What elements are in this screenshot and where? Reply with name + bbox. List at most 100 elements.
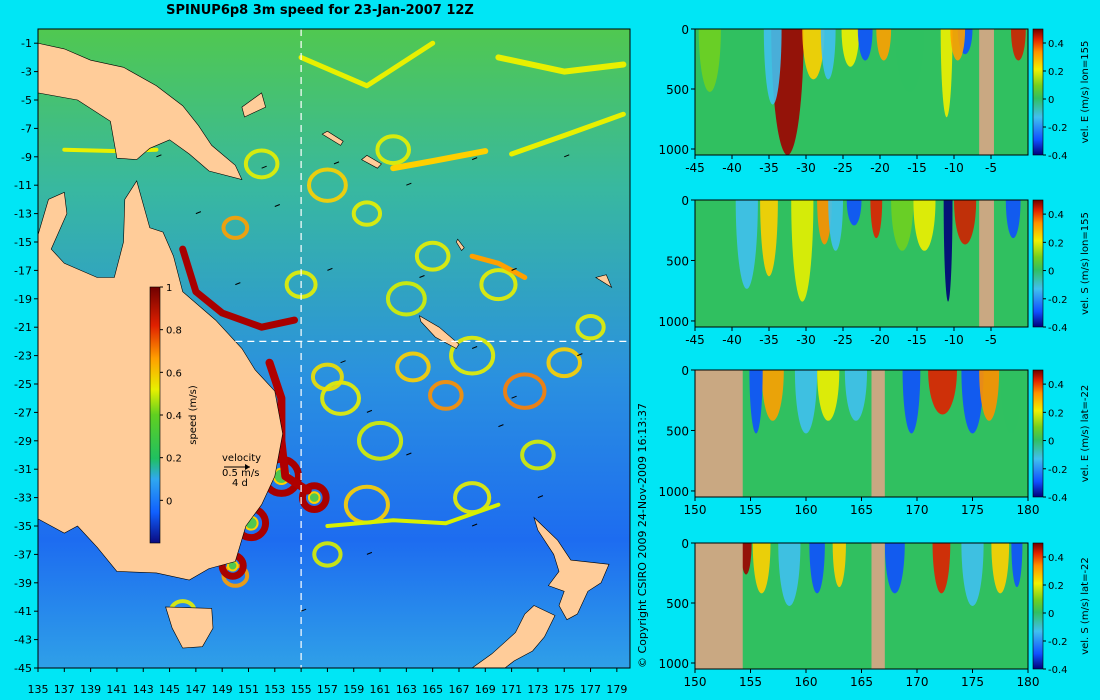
- velocity-arrow: [333, 161, 340, 165]
- x-tick-label: 167: [448, 683, 469, 696]
- x-tick-label: 171: [501, 683, 522, 696]
- section-structure: [844, 370, 868, 421]
- velocity-arrow: [511, 395, 517, 399]
- velocity-arrow: [537, 495, 544, 499]
- y-tick-label: -35: [14, 520, 32, 533]
- section-y-tick-label: 1000: [658, 143, 689, 157]
- section-x-tick-label: 175: [961, 675, 984, 689]
- speed-eddy: [310, 362, 344, 392]
- section-y-tick-label: 0: [681, 364, 689, 378]
- section-structure: [979, 370, 1000, 421]
- section-structure: [891, 200, 914, 251]
- section-y-tick-label: 500: [666, 83, 689, 97]
- x-tick-label: 143: [133, 683, 154, 696]
- velocity-arrow: [406, 452, 412, 456]
- section-colorbar-bar: [1032, 542, 1044, 670]
- section-y-tick-label: 500: [666, 424, 689, 438]
- new-britain-land: [241, 92, 266, 118]
- x-tick-label: 179: [606, 683, 627, 696]
- section-structure: [794, 370, 818, 434]
- x-tick-label: 137: [54, 683, 75, 696]
- section-structure: [884, 543, 905, 594]
- speed-eddy: [351, 200, 383, 227]
- speed-eddy: [503, 372, 547, 410]
- chart-title: SPINUP6p8 3m speed for 23-Jan-2007 12Z: [166, 3, 474, 18]
- section-colorbar-tick-label: -0.2: [1048, 123, 1068, 134]
- section-x-tick-label: -5: [985, 333, 997, 347]
- solomon-island-land: [361, 155, 382, 169]
- speed-map: 135 137 139 141 143 145 147 149 151 153 155 157 159 1…: [14, 28, 631, 696]
- section-x-tick-label: -15: [907, 161, 927, 175]
- speed-eddy: [414, 240, 451, 272]
- velocity-arrow: [406, 182, 412, 186]
- section-colorbar-tick-label: -0.2: [1048, 295, 1068, 306]
- x-tick-label: 175: [554, 683, 575, 696]
- section-colorbar-tick-label: 0: [1048, 95, 1054, 106]
- velocity-arrow: [156, 154, 162, 158]
- section-structure: [1010, 29, 1026, 61]
- section-colorbar-label: vel. E (m/s) lon=155: [1080, 41, 1091, 144]
- speed-jet: [509, 111, 626, 157]
- section-frame: [694, 28, 1029, 156]
- section-y-tick-label: 0: [681, 194, 689, 208]
- y-tick-label: -41: [14, 605, 32, 618]
- tasmania-land: [165, 606, 214, 649]
- velocity-arrow: [564, 154, 570, 158]
- velocity-key-speed: 0.5 m/s: [222, 468, 259, 479]
- y-tick-label: -19: [14, 293, 32, 306]
- section-structure: [817, 200, 832, 245]
- velocity-key: velocity 0.5 m/s 4 d: [222, 453, 261, 489]
- section-x-tick-label: -10: [944, 161, 964, 175]
- section-land: [695, 543, 743, 669]
- section-frame: [694, 199, 1029, 328]
- y-tick-label: -31: [14, 463, 32, 476]
- velocity-key-title: velocity: [222, 453, 261, 464]
- x-tick-label: 149: [212, 683, 233, 696]
- colorbar-label: speed (m/s): [188, 385, 199, 445]
- speed-jet: [495, 54, 627, 75]
- velocity-arrow: [274, 204, 280, 207]
- section-structure: [870, 200, 883, 239]
- section-x-tick-label: 165: [850, 503, 873, 517]
- section-x-tick-label: 155: [739, 675, 762, 689]
- y-tick-label: -25: [14, 378, 32, 391]
- velocity-key-arrowhead: [245, 464, 250, 470]
- velocity-arrow: [261, 165, 267, 169]
- velocity-arrow: [471, 157, 478, 161]
- x-tick-label: 159: [343, 683, 364, 696]
- speed-eddy: [375, 134, 411, 166]
- y-tick-label: -29: [14, 435, 32, 448]
- section-land: [979, 200, 994, 327]
- velocity-arrow: [471, 523, 478, 527]
- section-x-tick-label: -10: [944, 333, 964, 347]
- section-panels: -45 -40 -35 -30 -25 -20 -15 -10 -5 0 500 1000 0.4 0.2…: [658, 23, 1091, 689]
- australia-land: [37, 180, 284, 668]
- section-colorbar-tick-label: -0.2: [1048, 637, 1068, 648]
- speed-jet: [325, 502, 501, 528]
- section-structure: [961, 543, 984, 606]
- section-structure: [749, 370, 763, 434]
- section-colorbar-tick-label: 0.2: [1048, 67, 1064, 78]
- strong-eddy: [298, 482, 330, 513]
- section-x-tick-label: 180: [1017, 503, 1040, 517]
- section-colorbar-tick-label: 0: [1048, 609, 1054, 620]
- section-structure: [802, 29, 825, 80]
- section-structure: [913, 200, 936, 251]
- y-tick-label: -39: [14, 577, 32, 590]
- section-land: [871, 370, 885, 497]
- section-structure: [820, 29, 836, 80]
- speed-eddy: [221, 215, 250, 240]
- section-colorbar-tick-label: 0.2: [1048, 581, 1064, 592]
- x-tick-label: 161: [370, 683, 391, 696]
- section-structure: [902, 370, 921, 434]
- x-tick-label: 169: [475, 683, 496, 696]
- map-y-axis: -1 -3 -5 -7 -9 -11 -13 -15 -17 -19 -21 -23 -25 -27 -29…: [14, 37, 38, 675]
- section-structure: [778, 543, 801, 606]
- y-tick-label: -23: [14, 350, 32, 363]
- y-tick-label: -33: [14, 492, 32, 505]
- section-x-tick-label: -35: [759, 161, 779, 175]
- colorbar-tick-label: 0.6: [166, 368, 182, 379]
- section-colorbar-tick-label: 0.4: [1048, 380, 1064, 391]
- colorbar-tick-label: 1: [166, 283, 172, 294]
- y-tick-label: -9: [21, 151, 32, 164]
